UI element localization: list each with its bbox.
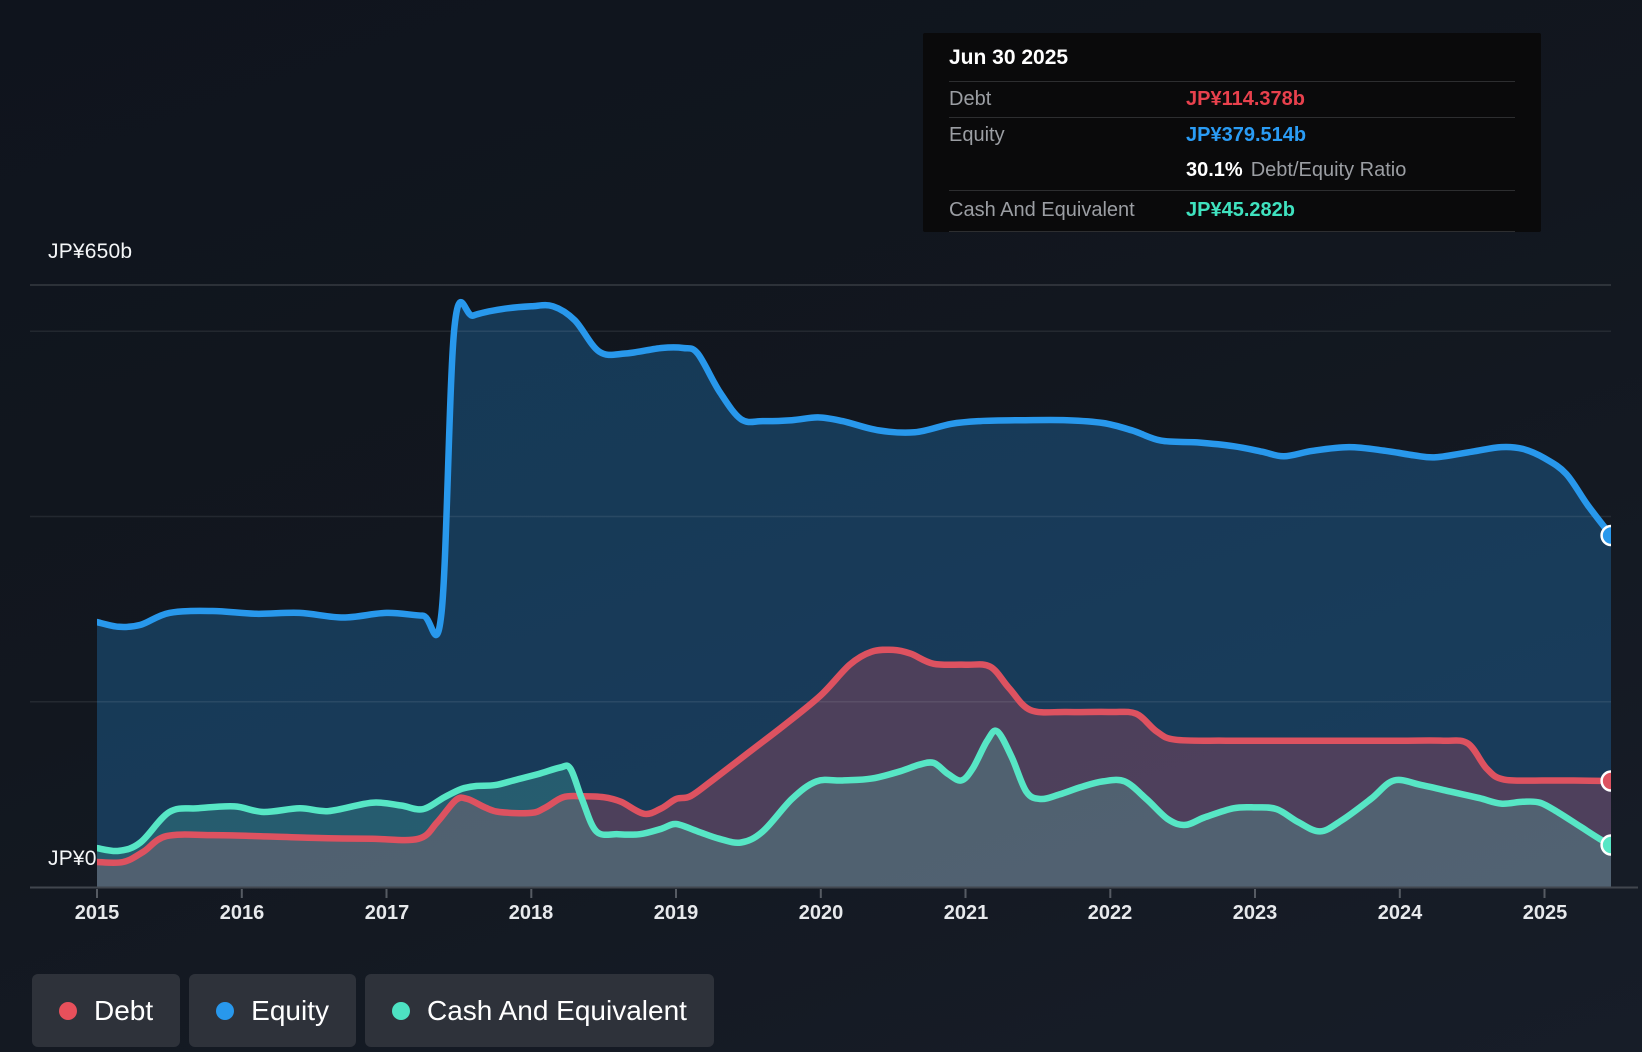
cash-end-marker[interactable] — [1600, 834, 1621, 856]
x-axis-year-label: 2015 — [74, 902, 120, 924]
series-lines — [97, 298, 1621, 866]
x-axis-year-label: 2018 — [508, 902, 554, 924]
legend-equity-label: Equity — [251, 994, 329, 1026]
x-axis-year-label: 2025 — [1522, 902, 1568, 924]
legend-cash-label: Cash And Equivalent — [426, 994, 687, 1026]
tooltip-cash-value: JP¥45.282b — [1186, 199, 1295, 221]
tooltip-ratio-label: Debt/Equity Ratio — [1250, 159, 1407, 181]
x-axis-year-label: 2019 — [653, 902, 699, 924]
x-axis-year-label: 2020 — [798, 902, 844, 924]
tooltip-cash-label: Cash And Equivalent — [949, 199, 1135, 221]
equity-line — [97, 298, 1611, 639]
tooltip-equity-value: JP¥379.514b — [1186, 124, 1307, 146]
tooltip-debt-label: Debt — [949, 88, 992, 110]
tooltip-row-equity: Equity JP¥379.514b — [949, 118, 1515, 153]
series-fills — [97, 302, 1611, 887]
legend-debt-label: Debt — [94, 994, 154, 1026]
tooltip-equity-label: Equity — [949, 124, 1005, 146]
legend-item-cash[interactable]: Cash And Equivalent — [364, 974, 714, 1047]
legend-item-equity[interactable]: Equity — [189, 974, 356, 1047]
x-axis-year-label: 2022 — [1087, 902, 1133, 924]
tooltip-row-cash: Cash And Equivalent JP¥45.282b — [949, 191, 1515, 232]
tooltip-row-debt: Debt JP¥114.378b — [949, 82, 1515, 118]
x-axis-year-label: 2024 — [1377, 902, 1423, 924]
y-axis-max-label: JP¥650b — [48, 240, 133, 263]
legend-item-debt[interactable]: Debt — [32, 974, 181, 1047]
debt-area — [97, 649, 1611, 887]
hover-tooltip: Jun 30 2025 Debt JP¥114.378b Equity JP¥3… — [923, 33, 1541, 232]
chart-legend: Debt Equity Cash And Equivalent — [32, 974, 714, 1047]
x-axis-year-label: 2023 — [1232, 902, 1278, 924]
tooltip-debt-value: JP¥114.378b — [1186, 88, 1305, 110]
x-axis-year-label: 2021 — [943, 902, 989, 924]
cash-area — [97, 730, 1611, 887]
debt-line — [97, 646, 1611, 866]
tooltip-row-ratio: 30.1% Debt/Equity Ratio — [949, 153, 1515, 191]
tooltip-date: Jun 30 2025 — [949, 33, 1515, 82]
x-axis-year-label: 2016 — [219, 902, 265, 924]
debt-series-dot-icon — [59, 1001, 77, 1020]
debt-end-marker[interactable] — [1600, 770, 1621, 792]
cash-series-dot-icon — [391, 1001, 410, 1020]
x-axis-year-label: 2017 — [364, 902, 410, 924]
y-axis-zero-label: JP¥0 — [48, 847, 97, 870]
equity-end-marker[interactable] — [1600, 524, 1621, 547]
cash-line — [97, 727, 1611, 855]
equity-series-dot-icon — [216, 1001, 235, 1020]
tooltip-ratio-value: 30.1% — [1186, 159, 1243, 181]
tooltip-ratio: 30.1% Debt/Equity Ratio — [1186, 159, 1406, 182]
